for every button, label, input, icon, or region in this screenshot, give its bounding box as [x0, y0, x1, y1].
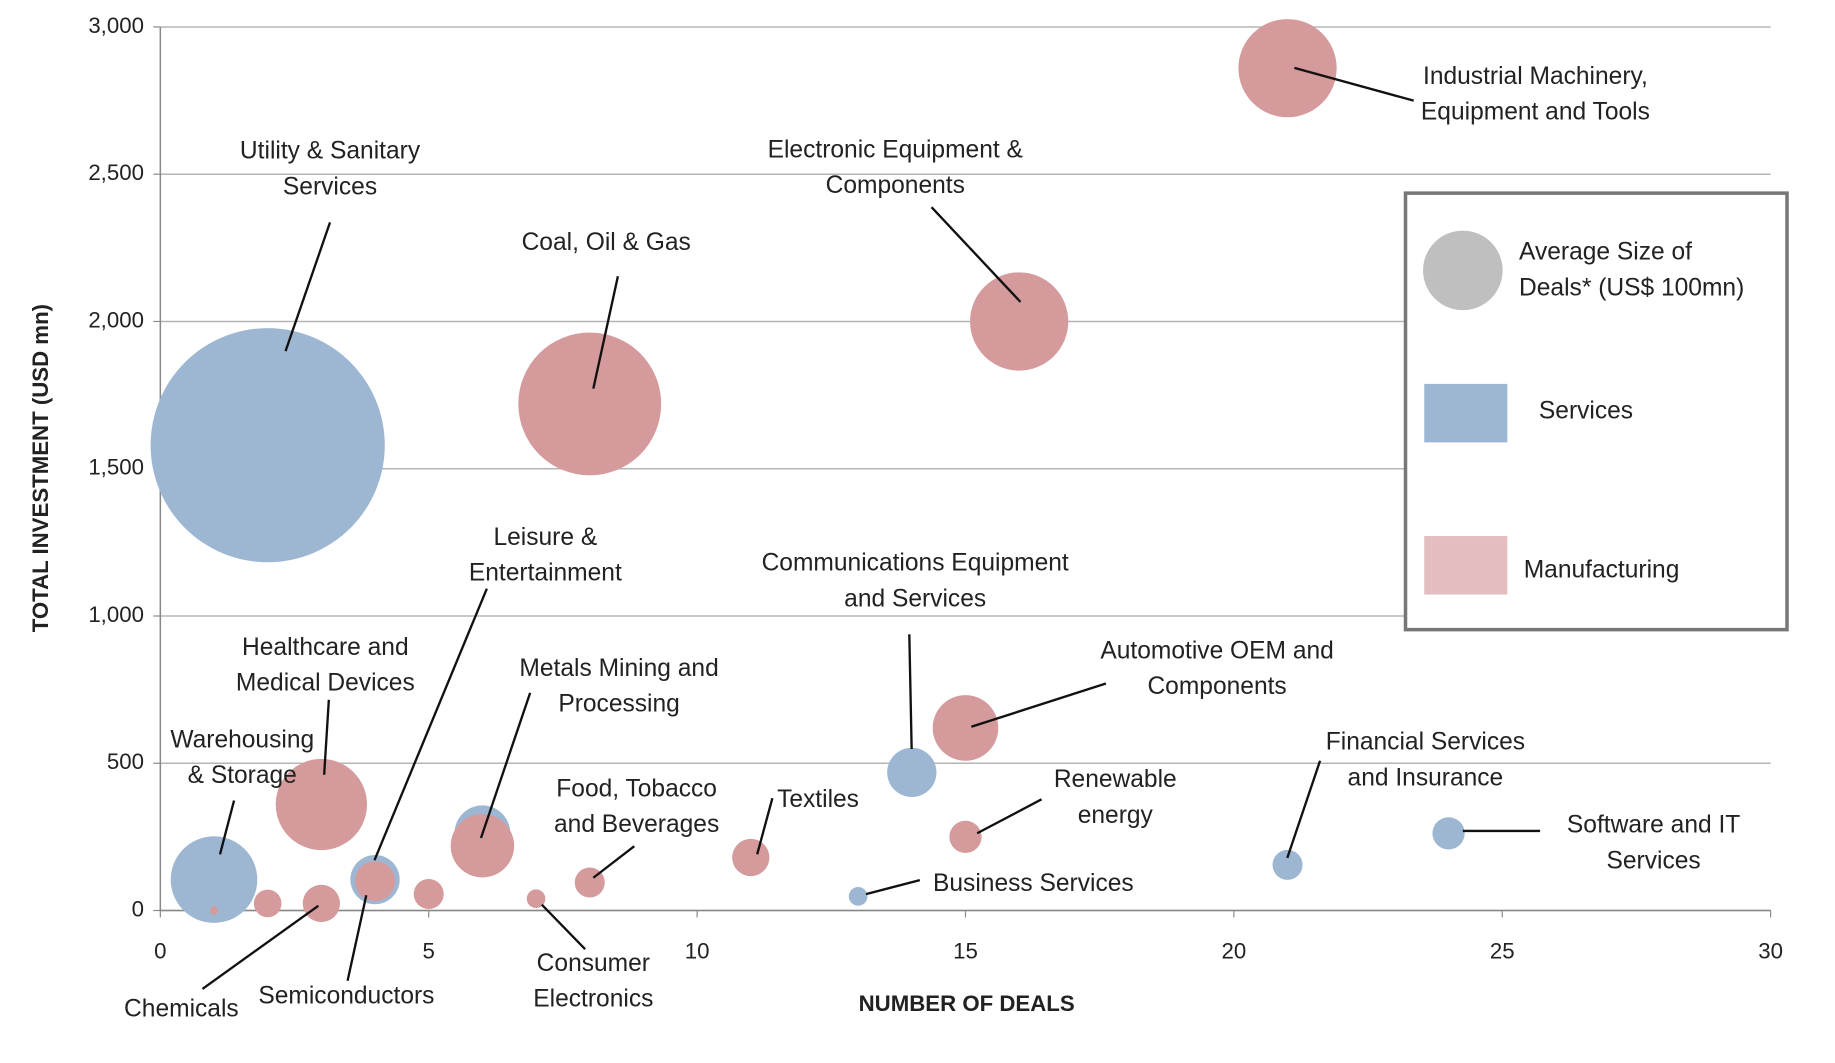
x-tick-label: 20	[1222, 939, 1247, 964]
leader-line	[479, 692, 532, 839]
bubble-label: and Insurance	[1348, 764, 1504, 791]
bubble-label: Metals Mining and	[519, 655, 718, 682]
x-tick-label: 25	[1490, 939, 1515, 964]
leader-line	[592, 275, 620, 389]
leader-line	[976, 798, 1043, 835]
leader-line	[284, 222, 332, 352]
bubble-label: Components	[1147, 673, 1286, 700]
leader-line	[346, 895, 368, 981]
bubble-label: Services	[1607, 847, 1701, 874]
y-tick-label: 2,500	[88, 160, 144, 185]
bubble	[275, 758, 367, 851]
leader-line	[373, 588, 488, 861]
bubble-label: and Beverages	[554, 811, 719, 838]
bubble-label: and Services	[844, 585, 986, 612]
bubble	[526, 889, 546, 909]
x-axis-title: NUMBER OF DEALS	[859, 991, 1075, 1016]
legend-swatch	[1424, 536, 1508, 595]
annotations: Utility & Sanitary Services Warehousing & S…	[124, 63, 1740, 1023]
bubble-label: Textiles	[777, 786, 859, 813]
bubble-label: Software and IT	[1567, 812, 1740, 839]
bubble	[209, 906, 219, 915]
legend-size-label: Average Size of	[1519, 238, 1692, 265]
y-tick-label: 3,000	[88, 13, 144, 38]
bubble-label: Industrial Machinery,	[1423, 63, 1648, 90]
bubble	[1272, 849, 1303, 880]
bubble	[887, 747, 937, 798]
bubble-label: & Storage	[188, 762, 297, 789]
bubble	[355, 861, 396, 902]
bubble-label: Components	[826, 172, 965, 199]
x-tick-label: 5	[423, 939, 435, 964]
bubble-label: Communications Equipment	[762, 550, 1069, 577]
bubble-label: Business Services	[933, 870, 1134, 897]
leader-line	[592, 845, 636, 879]
leader-line	[1294, 66, 1415, 102]
y-tick-label: 0	[132, 896, 144, 921]
leader-line	[1286, 760, 1322, 859]
y-tick-label: 500	[107, 749, 144, 774]
bubble	[518, 332, 662, 476]
bubble-label: Utility & Sanitary	[240, 138, 421, 165]
y-axis-title: TOTAL INVESTMENT (USD mn)	[28, 304, 53, 632]
bubble-label: Chemicals	[124, 995, 239, 1022]
bubble-label: Leisure &	[493, 524, 597, 551]
bubble-label: Automotive OEM and	[1100, 637, 1333, 664]
x-tick-label: 10	[685, 939, 710, 964]
bubble-label: Electronic Equipment &	[768, 136, 1023, 163]
bubble	[413, 878, 444, 910]
x-tick-label: 15	[953, 939, 978, 964]
legend-label: Services	[1539, 397, 1633, 424]
bubble-label: Semiconductors	[258, 983, 434, 1010]
bubble-label: Consumer	[537, 950, 650, 977]
bubble-label: Equipment and Tools	[1421, 98, 1650, 125]
bubble	[732, 838, 770, 877]
y-tick-label: 1,000	[88, 602, 144, 627]
legend-size-label: Deals* (US$ 100mn)	[1519, 275, 1744, 302]
legend: Average Size of Deals* (US$ 100mn) Servi…	[1403, 191, 1789, 632]
bubbles	[150, 19, 1465, 923]
legend-swatch	[1424, 383, 1508, 443]
leader-line	[201, 904, 319, 990]
legend-size-bubble	[1423, 230, 1503, 311]
bubble-label: Food, Tobacco	[556, 775, 717, 802]
leader-line	[322, 699, 331, 775]
bubble	[932, 695, 999, 761]
leader-line	[218, 800, 236, 855]
leader-line	[541, 903, 586, 950]
x-tick-label: 0	[154, 939, 166, 964]
bubble-label: Electronics	[533, 986, 653, 1013]
bubble	[302, 884, 340, 923]
bubble-label: Entertainment	[469, 560, 622, 587]
bubble-label: Medical Devices	[236, 670, 415, 697]
bubble	[450, 813, 515, 878]
bubble-label: Renewable	[1054, 766, 1177, 793]
leader-line	[930, 206, 1022, 303]
bubble	[1238, 19, 1337, 118]
y-tick-label: 1,500	[88, 455, 144, 480]
bubble	[170, 836, 258, 923]
bubble-label: Processing	[558, 691, 680, 718]
bubble	[970, 272, 1069, 371]
bubble-label: energy	[1078, 802, 1154, 829]
bubble	[1432, 817, 1465, 850]
leader-line	[908, 634, 913, 750]
y-tick-label: 2,000	[88, 307, 144, 332]
bubble	[253, 889, 282, 918]
bubble-label: Services	[283, 173, 377, 200]
bubble	[949, 820, 982, 854]
bubble	[848, 887, 868, 906]
leader-line	[756, 797, 774, 855]
bubble-label: Warehousing	[170, 726, 314, 753]
leader-line	[970, 682, 1107, 728]
bubble-label: Financial Services	[1326, 729, 1525, 756]
bubble-label: Coal, Oil & Gas	[522, 229, 691, 256]
bubble-label: Healthcare and	[242, 634, 409, 661]
bubble	[150, 328, 385, 563]
x-tick-label: 30	[1758, 939, 1783, 964]
legend-label: Manufacturing	[1524, 557, 1680, 584]
leader-line	[865, 878, 921, 896]
